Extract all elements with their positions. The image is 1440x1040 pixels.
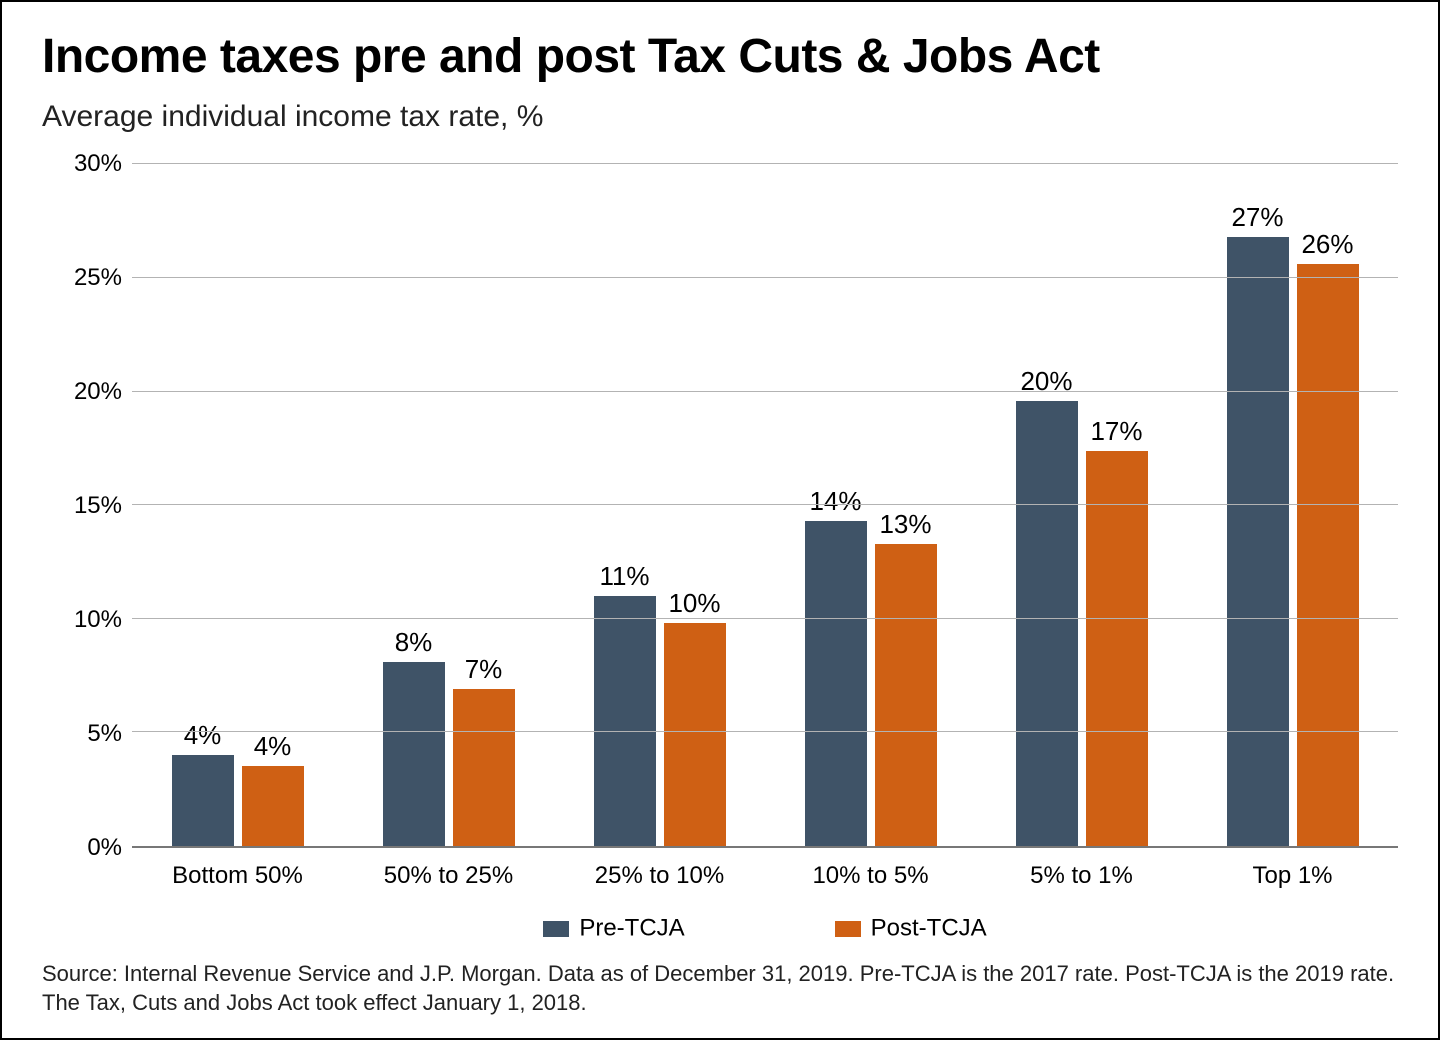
bar: 17% [1086, 451, 1148, 846]
bar: 27% [1227, 237, 1289, 846]
legend-label: Pre-TCJA [579, 915, 684, 942]
x-tick-label: Bottom 50% [132, 862, 343, 890]
bar: 4% [242, 766, 304, 846]
bar-value-label: 27% [1231, 202, 1283, 233]
bar: 10% [664, 623, 726, 846]
chart-subtitle: Average individual income tax rate, % [42, 100, 1398, 134]
gridline [132, 504, 1398, 505]
gridline [132, 391, 1398, 392]
gridline [132, 277, 1398, 278]
bar-value-label: 14% [809, 486, 861, 517]
legend-item: Post-TCJA [835, 914, 987, 943]
chart-area: 0%5%10%15%20%25%30% 4%4%8%7%11%10%14%13%… [42, 164, 1398, 958]
bar-value-label: 11% [599, 561, 649, 592]
chart-card: Income taxes pre and post Tax Cuts & Job… [0, 0, 1440, 1040]
gridline [132, 618, 1398, 619]
legend: Pre-TCJA Post-TCJA [132, 890, 1398, 959]
bar-value-label: 17% [1090, 416, 1142, 447]
bar: 14% [805, 521, 867, 846]
bar-value-label: 7% [465, 654, 503, 685]
y-axis: 0%5%10%15%20%25%30% [42, 164, 132, 848]
bar-value-label: 26% [1301, 229, 1353, 260]
bar-value-label: 4% [184, 720, 222, 751]
legend-label: Post-TCJA [871, 915, 987, 942]
bar: 7% [453, 689, 515, 846]
bar: 20% [1016, 401, 1078, 846]
gridline [132, 731, 1398, 732]
bar-value-label: 13% [879, 509, 931, 540]
plot: 4%4%8%7%11%10%14%13%20%17%27%26% [132, 164, 1398, 848]
bar: 11% [594, 596, 656, 846]
bar: 8% [383, 662, 445, 846]
y-tick-label: 15% [74, 492, 122, 520]
legend-item: Pre-TCJA [543, 914, 684, 943]
plot-row: 0%5%10%15%20%25%30% 4%4%8%7%11%10%14%13%… [42, 164, 1398, 848]
x-axis: Bottom 50%50% to 25%25% to 10%10% to 5%5… [132, 848, 1398, 890]
x-tick-label: 10% to 5% [765, 862, 976, 890]
x-tick-label: 25% to 10% [554, 862, 765, 890]
x-tick-label: Top 1% [1187, 862, 1398, 890]
bar-value-label: 8% [395, 627, 433, 658]
x-tick-label: 5% to 1% [976, 862, 1187, 890]
x-tick-label: 50% to 25% [343, 862, 554, 890]
bar-value-label: 4% [254, 731, 292, 762]
bar: 13% [875, 544, 937, 846]
y-tick-label: 5% [87, 720, 122, 748]
legend-swatch [835, 921, 861, 937]
y-tick-label: 30% [74, 150, 122, 178]
y-tick-label: 20% [74, 378, 122, 406]
bar-value-label: 20% [1020, 366, 1072, 397]
y-tick-label: 0% [87, 834, 122, 862]
chart-title: Income taxes pre and post Tax Cuts & Job… [42, 32, 1398, 82]
y-tick-label: 25% [74, 264, 122, 292]
legend-swatch [543, 921, 569, 937]
y-tick-label: 10% [74, 606, 122, 634]
gridline [132, 163, 1398, 164]
bar-value-label: 10% [668, 588, 720, 619]
bar: 26% [1297, 264, 1359, 846]
chart-footnote: Source: Internal Revenue Service and J.P… [42, 959, 1398, 1018]
bar: 4% [172, 755, 234, 846]
